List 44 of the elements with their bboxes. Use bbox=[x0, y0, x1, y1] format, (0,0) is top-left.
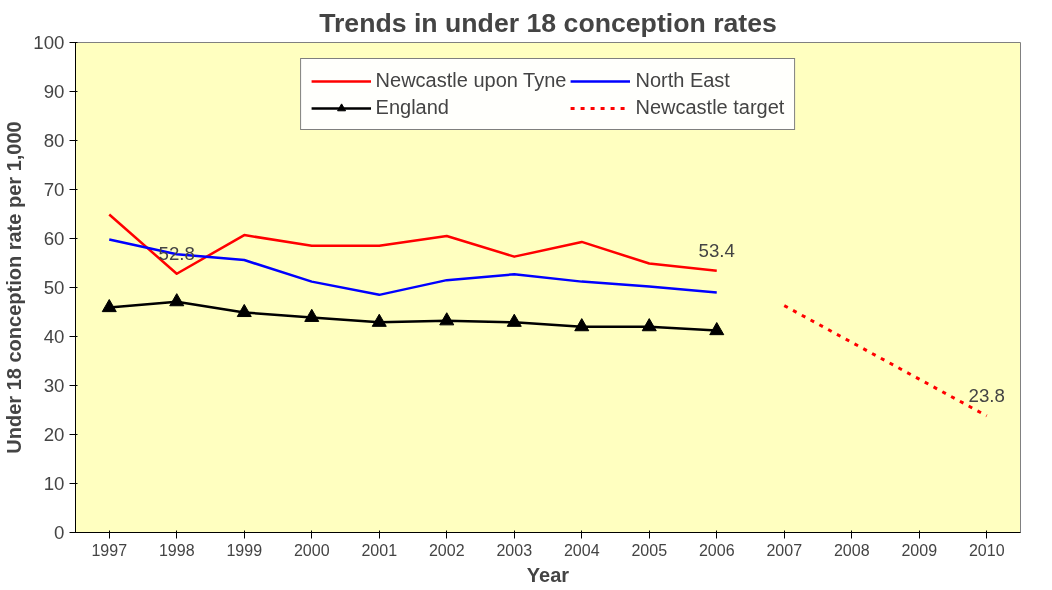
y-tick-label: 0 bbox=[54, 522, 65, 543]
y-tick-label: 50 bbox=[43, 277, 65, 298]
x-tick-label: 2006 bbox=[698, 541, 735, 559]
x-tick-label: 1997 bbox=[91, 541, 128, 559]
y-tick-label: 60 bbox=[43, 228, 65, 249]
x-tick-label: 1999 bbox=[226, 541, 263, 559]
x-tick-label: 2002 bbox=[428, 541, 465, 559]
point bbox=[574, 318, 590, 332]
y-tick-label: 10 bbox=[43, 473, 65, 494]
point bbox=[439, 312, 455, 326]
legend-label: North East bbox=[635, 69, 730, 92]
data-label: 53.4 bbox=[698, 239, 735, 261]
point bbox=[169, 293, 185, 307]
legend-label: England bbox=[375, 96, 449, 119]
y-tick-label: 80 bbox=[43, 130, 65, 151]
point bbox=[371, 313, 387, 327]
legend-label: Newcastle target bbox=[635, 96, 785, 119]
point bbox=[709, 322, 725, 336]
y-tick-label: 70 bbox=[43, 179, 65, 200]
point bbox=[236, 303, 252, 318]
y-tick-label: 90 bbox=[43, 81, 65, 102]
data-label: 23.8 bbox=[968, 384, 1005, 406]
y-tick-label: 30 bbox=[43, 375, 65, 396]
x-tick-label: 2008 bbox=[833, 541, 870, 559]
y-tick-label: 100 bbox=[33, 32, 65, 53]
point bbox=[641, 318, 657, 332]
x-tick-label: 2009 bbox=[901, 541, 938, 559]
y-axis-title: Under 18 conception rate per 1,000 bbox=[3, 121, 26, 454]
x-tick-label: 2007 bbox=[766, 541, 803, 559]
x-tick-label: 2004 bbox=[563, 541, 600, 559]
x-tick-label: 2010 bbox=[968, 541, 1005, 559]
legend-label: Newcastle upon Tyne bbox=[375, 69, 567, 92]
x-tick-label: 2003 bbox=[496, 541, 533, 559]
x-tick-label: 2005 bbox=[631, 541, 668, 559]
point bbox=[101, 299, 117, 313]
y-tick-label: 20 bbox=[43, 424, 65, 445]
y-tick-label: 40 bbox=[43, 326, 65, 347]
x-tick-label: 2000 bbox=[293, 541, 330, 559]
x-axis-title: Year bbox=[526, 563, 570, 586]
point bbox=[506, 313, 522, 327]
x-tick-label: 2001 bbox=[361, 541, 398, 559]
x-tick-label: 1998 bbox=[158, 541, 195, 559]
chart-title: Trends in under 18 conception rates bbox=[319, 7, 777, 38]
point bbox=[304, 308, 320, 322]
